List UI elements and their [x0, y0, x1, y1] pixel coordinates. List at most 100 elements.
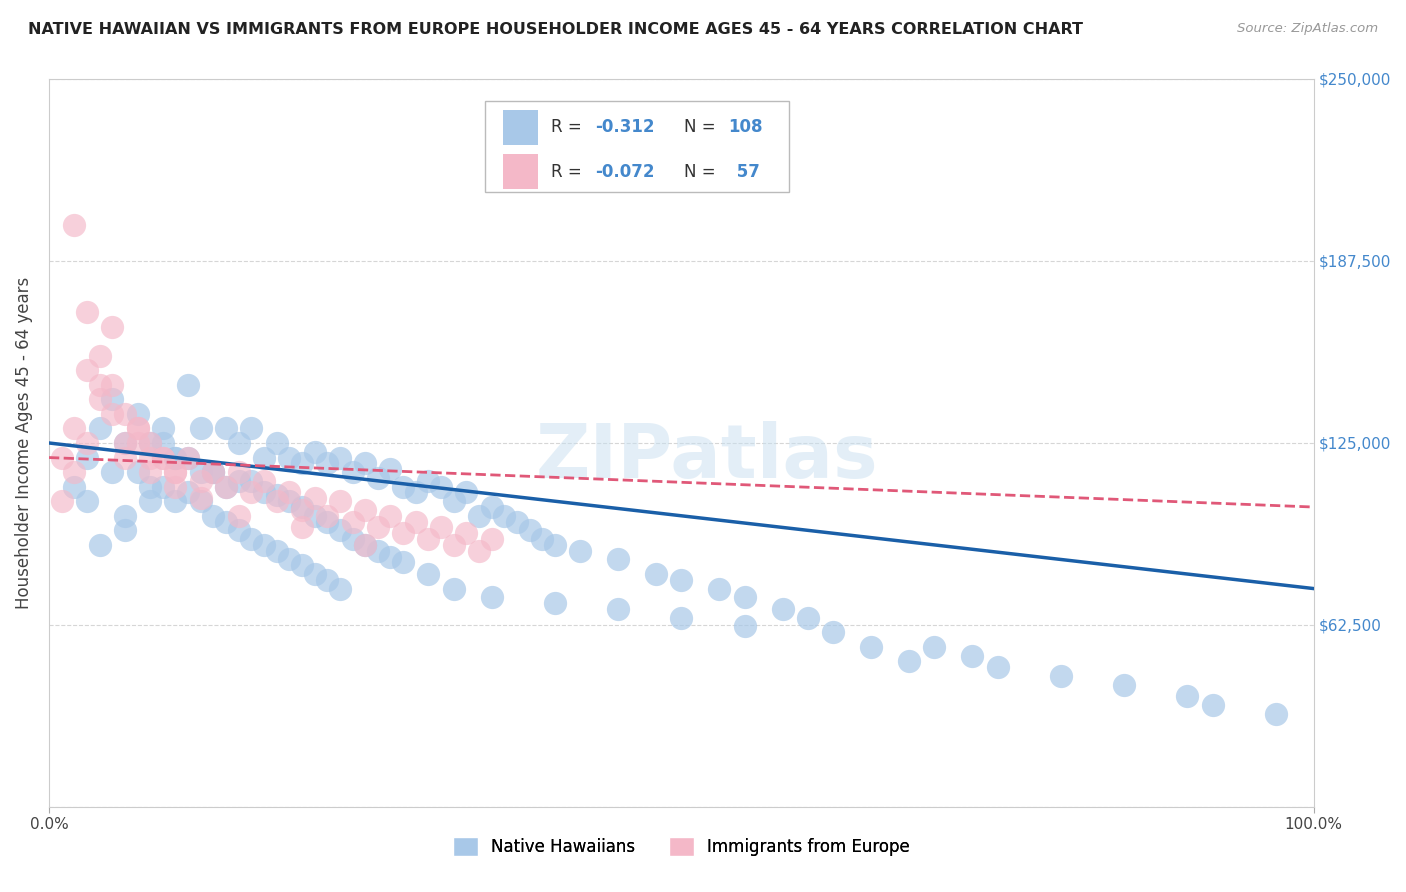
- Point: [190, 474, 212, 488]
- Bar: [503, 110, 538, 145]
- Point: [114, 407, 136, 421]
- Point: [734, 619, 756, 633]
- Point: [392, 555, 415, 569]
- Text: Source: ZipAtlas.com: Source: ZipAtlas.com: [1237, 22, 1378, 36]
- Point: [329, 582, 352, 596]
- Point: [443, 538, 465, 552]
- Point: [177, 450, 200, 465]
- Point: [898, 654, 921, 668]
- Point: [114, 524, 136, 538]
- Point: [645, 567, 668, 582]
- Point: [152, 436, 174, 450]
- Point: [354, 538, 377, 552]
- Point: [253, 485, 276, 500]
- Point: [987, 660, 1010, 674]
- Point: [316, 508, 339, 523]
- Point: [367, 543, 389, 558]
- Point: [139, 480, 162, 494]
- Point: [443, 494, 465, 508]
- Legend: Native Hawaiians, Immigrants from Europe: Native Hawaiians, Immigrants from Europe: [444, 829, 918, 864]
- Point: [671, 573, 693, 587]
- Point: [962, 648, 984, 663]
- Point: [291, 520, 314, 534]
- Point: [139, 494, 162, 508]
- Point: [165, 450, 187, 465]
- Point: [152, 421, 174, 435]
- Point: [101, 465, 124, 479]
- Point: [456, 526, 478, 541]
- Point: [291, 558, 314, 573]
- Point: [266, 436, 288, 450]
- Point: [240, 474, 263, 488]
- Point: [772, 602, 794, 616]
- Point: [342, 532, 364, 546]
- Point: [101, 377, 124, 392]
- Text: -0.312: -0.312: [595, 119, 655, 136]
- Point: [278, 485, 301, 500]
- Point: [430, 480, 453, 494]
- Point: [418, 567, 440, 582]
- Point: [139, 465, 162, 479]
- Point: [304, 491, 326, 506]
- Point: [266, 488, 288, 502]
- Point: [607, 552, 630, 566]
- Text: NATIVE HAWAIIAN VS IMMIGRANTS FROM EUROPE HOUSEHOLDER INCOME AGES 45 - 64 YEARS : NATIVE HAWAIIAN VS IMMIGRANTS FROM EUROP…: [28, 22, 1083, 37]
- Point: [924, 640, 946, 654]
- Point: [671, 610, 693, 624]
- Point: [139, 436, 162, 450]
- Point: [481, 500, 503, 514]
- Point: [354, 456, 377, 470]
- Point: [823, 625, 845, 640]
- Point: [152, 480, 174, 494]
- Point: [139, 450, 162, 465]
- Point: [519, 524, 541, 538]
- Point: [127, 421, 149, 435]
- Text: R =: R =: [551, 119, 588, 136]
- Point: [127, 436, 149, 450]
- Point: [278, 450, 301, 465]
- Point: [127, 407, 149, 421]
- Text: ZIPatlas: ZIPatlas: [536, 421, 877, 494]
- Point: [253, 450, 276, 465]
- Point: [531, 532, 554, 546]
- Point: [304, 444, 326, 458]
- Text: 108: 108: [728, 119, 762, 136]
- Point: [329, 450, 352, 465]
- Point: [544, 596, 567, 610]
- Point: [152, 450, 174, 465]
- Point: [253, 538, 276, 552]
- Point: [165, 450, 187, 465]
- Point: [127, 465, 149, 479]
- Point: [278, 552, 301, 566]
- Point: [190, 494, 212, 508]
- Point: [405, 485, 427, 500]
- Point: [114, 508, 136, 523]
- Point: [291, 503, 314, 517]
- Point: [266, 543, 288, 558]
- Point: [380, 549, 402, 564]
- Point: [114, 436, 136, 450]
- Point: [1112, 678, 1135, 692]
- Point: [63, 218, 86, 232]
- Point: [380, 508, 402, 523]
- Point: [215, 480, 238, 494]
- Point: [240, 485, 263, 500]
- Point: [380, 462, 402, 476]
- Point: [1264, 706, 1286, 721]
- Point: [228, 474, 250, 488]
- Point: [89, 349, 111, 363]
- Point: [114, 450, 136, 465]
- Point: [51, 450, 73, 465]
- Point: [101, 392, 124, 407]
- Point: [63, 480, 86, 494]
- Point: [51, 494, 73, 508]
- Point: [215, 515, 238, 529]
- Point: [430, 520, 453, 534]
- Point: [114, 436, 136, 450]
- Point: [177, 377, 200, 392]
- Point: [165, 465, 187, 479]
- Point: [240, 421, 263, 435]
- Point: [607, 602, 630, 616]
- Text: R =: R =: [551, 163, 588, 181]
- Point: [1175, 690, 1198, 704]
